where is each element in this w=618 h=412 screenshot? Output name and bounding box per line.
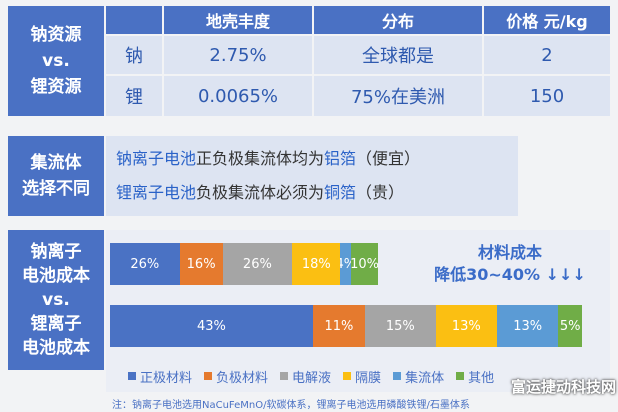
cell-price-lithium: 150 xyxy=(484,76,610,116)
header-price: 价格 元/kg xyxy=(484,6,610,34)
legend-label-cathode: 正极材料 xyxy=(140,370,193,386)
collector-label-line1: 集流体 xyxy=(30,153,82,173)
lithium-segment-separator: 13% xyxy=(435,305,500,347)
sodium-segment-electrolyte: 26% xyxy=(222,243,295,285)
cost-label-line4: 锂离子 xyxy=(30,314,82,334)
legend-item-anode: 负极材料 xyxy=(204,367,268,386)
header-abundance: 地壳丰度 xyxy=(164,6,312,34)
lithium-segment-electrolyte: 15% xyxy=(364,305,438,347)
lithium-segment-cathode: 43% xyxy=(110,305,315,347)
legend-swatch-cathode xyxy=(128,372,136,380)
legend-item-cathode: 正极材料 xyxy=(128,367,192,386)
cost-label-line5: 电池成本 xyxy=(22,338,90,358)
lithium-battery-text: 锂离子电池 xyxy=(116,183,197,202)
cheap-note: （便宜） xyxy=(356,149,421,168)
lithium-collector-desc: 负极集流体必须为 xyxy=(196,183,325,202)
lithium-cost-bar: 43% 11% 15% 13% 13% 5% xyxy=(110,305,582,347)
legend-label-anode: 负极材料 xyxy=(216,370,269,386)
row-label-sodium: 钠资源 xyxy=(30,25,82,45)
collector-sodium-line: 钠离子电池正负极集流体均为铝箔（便宜） xyxy=(116,142,508,176)
legend-label-electrolyte: 电解液 xyxy=(292,370,332,386)
legend-item-collector: 集流体 xyxy=(393,367,444,386)
collector-label-line2: 选择不同 xyxy=(22,179,90,199)
cost-reduction-annotation: 材料成本 降低30~40% ↓↓↓ xyxy=(410,242,610,286)
sodium-segment-anode: 16% xyxy=(179,243,225,285)
cost-label-line3: vs. xyxy=(42,290,70,310)
row-label-vs: vs. xyxy=(42,51,70,71)
cost-label: 钠离子 电池成本 vs. 锂离子 电池成本 xyxy=(8,230,104,370)
legend-label-other: 其他 xyxy=(468,370,495,386)
cost-label-line1: 钠离子 xyxy=(30,242,82,262)
cell-price-sodium: 2 xyxy=(484,36,610,74)
cell-element-sodium: 钠 xyxy=(106,36,162,74)
sodium-segment-cathode: 26% xyxy=(110,243,182,285)
collector-label: 集流体 选择不同 xyxy=(8,136,104,216)
sodium-battery-text: 钠离子电池 xyxy=(116,149,197,168)
legend-item-separator: 隔膜 xyxy=(343,367,381,386)
cell-abundance-sodium: 2.75% xyxy=(164,36,312,74)
copper-foil-text: 铜箔 xyxy=(324,183,357,202)
footnote: 注：钠离子电池选用NaCuFeMnO/软碳体系，锂离子电池选用磷酸铁锂/石墨体系 xyxy=(112,400,470,411)
legend-swatch-other xyxy=(456,372,465,380)
legend-swatch-collector xyxy=(393,372,402,380)
lithium-segment-anode: 11% xyxy=(312,305,367,347)
cell-abundance-lithium: 0.0065% xyxy=(164,76,312,116)
row-label-lithium: 锂资源 xyxy=(30,77,82,97)
watermark: 富运捷动科技网 xyxy=(510,378,616,396)
sodium-segment-separator: 18% xyxy=(292,243,343,285)
aluminum-foil-text: 铝箔 xyxy=(324,149,357,168)
lithium-segment-collector: 13% xyxy=(497,305,561,347)
legend-swatch-electrolyte xyxy=(280,372,289,380)
cost-label-line2: 电池成本 xyxy=(22,266,90,286)
legend-swatch-anode xyxy=(204,372,213,380)
collector-lithium-line: 锂离子电池负极集流体必须为铜箔（贵） xyxy=(116,176,508,210)
cell-element-lithium: 锂 xyxy=(106,76,162,116)
cell-distribution-sodium: 全球都是 xyxy=(314,36,482,74)
annotation-line1: 材料成本 xyxy=(477,243,542,262)
legend-label-separator: 隔膜 xyxy=(355,370,382,386)
cell-distribution-lithium: 75%在美洲 xyxy=(314,76,482,116)
header-distribution: 分布 xyxy=(314,6,482,34)
collector-text-box: 钠离子电池正负极集流体均为铝箔（便宜） 锂离子电池负极集流体必须为铜箔（贵） xyxy=(106,136,518,216)
header-blank xyxy=(106,6,162,34)
annotation-line2: 降低30~40% ↓↓↓ xyxy=(434,265,586,284)
legend-item-other: 其他 xyxy=(456,367,494,386)
lithium-segment-other: 5% xyxy=(558,305,582,347)
cost-legend: 正极材料 负极材料 电解液 隔膜 集流体 其他 xyxy=(128,365,608,386)
sodium-segment-other: 10% xyxy=(351,243,378,285)
legend-swatch-separator xyxy=(343,372,352,380)
legend-label-collector: 集流体 xyxy=(405,370,445,386)
expensive-note: （贵） xyxy=(356,183,405,202)
sodium-collector-desc: 正负极集流体均为 xyxy=(196,149,325,168)
legend-item-electrolyte: 电解液 xyxy=(280,367,331,386)
sodium-cost-bar: 26%16%26%18%4%10% xyxy=(110,243,378,285)
resource-compare-label: 钠资源 vs. 锂资源 xyxy=(8,6,104,116)
